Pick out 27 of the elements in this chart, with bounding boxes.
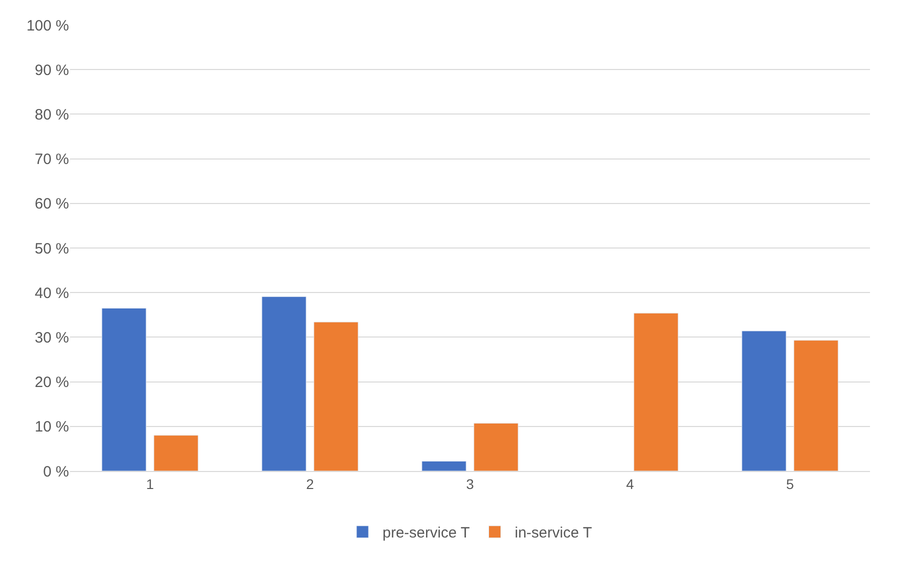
bar <box>794 340 838 471</box>
x-tick-label: 2 <box>306 476 314 492</box>
y-tick-label: 80 % <box>34 106 69 124</box>
legend-label: in-service T <box>514 524 592 542</box>
y-tick-label: 50 % <box>34 240 69 258</box>
x-tick-label: 5 <box>786 476 794 492</box>
bar <box>154 435 198 471</box>
x-tick-label: 1 <box>146 476 154 492</box>
bar <box>262 296 306 471</box>
y-tick-label: 10 % <box>34 418 69 436</box>
bar <box>422 460 466 471</box>
x-tick-label: 3 <box>466 476 474 492</box>
bar <box>314 322 358 471</box>
bar <box>742 330 786 471</box>
y-tick-label: 20 % <box>34 374 69 392</box>
y-tick-label: 60 % <box>34 196 69 213</box>
y-tick-label: 100 % <box>26 17 69 34</box>
y-tick-label: 30 % <box>34 329 69 346</box>
bar <box>474 423 518 471</box>
y-tick-label: 90 % <box>34 62 69 79</box>
bar <box>102 308 146 471</box>
y-tick-label: 40 % <box>34 284 69 302</box>
y-tick-label: 70 % <box>34 151 69 168</box>
bar <box>634 312 678 471</box>
y-tick-label: 0 % <box>43 463 69 480</box>
x-tick-label: 4 <box>626 476 634 492</box>
legend-label: pre-service T <box>382 524 470 542</box>
